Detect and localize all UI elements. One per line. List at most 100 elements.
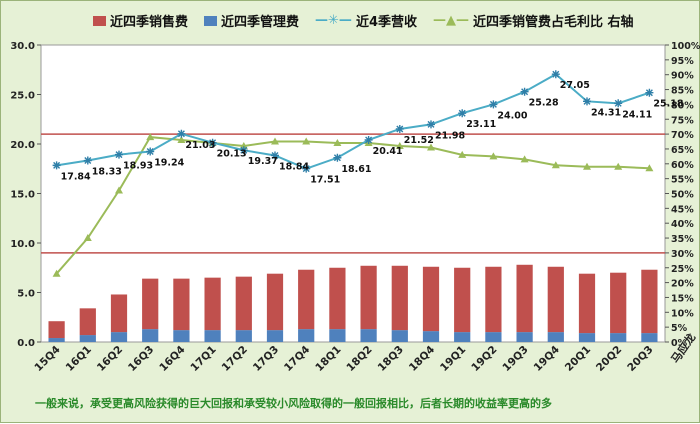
bar-admin-expense [641, 333, 658, 342]
bar-sales-expense [610, 272, 627, 334]
point-revenue [208, 138, 217, 147]
y-left-tick-label: 0.0 [17, 338, 35, 349]
data-label-revenue: 18.93 [123, 161, 153, 172]
y-right-tick-label: 5% [671, 323, 688, 334]
point-expense-ratio [333, 139, 342, 147]
point-revenue [489, 100, 498, 109]
x-tick-label: 16Q2 [95, 344, 125, 374]
x-tick-label: 17Q4 [282, 344, 312, 374]
bar-admin-expense [578, 333, 596, 342]
point-expense-ratio [271, 137, 279, 145]
point-expense-ratio [427, 143, 435, 151]
data-label-revenue: 24.00 [497, 110, 527, 121]
y-right-tick-label: 60% [671, 160, 694, 171]
legend-item-expense-ratio: —▲— 近四季销管费占毛利比 右轴 [433, 11, 634, 30]
x-tick-label: 19Q4 [532, 344, 562, 374]
point-revenue [302, 164, 311, 173]
y-left-tick-label: 15.0 [10, 190, 35, 201]
data-label-revenue: 21.03 [185, 140, 215, 151]
x-tick-label: 18Q2 [344, 344, 374, 374]
point-expense-ratio [395, 141, 404, 149]
point-expense-ratio [489, 152, 498, 160]
bar-sales-expense [391, 265, 408, 331]
point-expense-ratio [583, 162, 591, 170]
point-revenue [177, 129, 186, 138]
y-right-tick-label: 45% [671, 204, 694, 215]
x-tick-label: 16Q3 [126, 344, 156, 374]
data-label-revenue: 25.18 [653, 99, 683, 110]
bar-sales-expense [578, 273, 596, 334]
y-right-tick-label: 65% [671, 145, 694, 156]
x-tick-label: 17Q2 [220, 344, 250, 374]
point-revenue [520, 87, 529, 96]
bar-sales-expense [235, 276, 252, 331]
data-label-revenue: 17.84 [61, 171, 91, 182]
bar-sales-expense [547, 266, 564, 333]
data-label-revenue: 21.98 [435, 130, 465, 141]
point-revenue [83, 156, 92, 165]
y-right-tick-label: 25% [671, 264, 694, 275]
point-revenue [427, 120, 435, 129]
data-label-revenue: 24.11 [622, 109, 652, 120]
data-label-revenue: 21.52 [404, 135, 434, 146]
y-left-tick-label: 5.0 [17, 289, 35, 300]
point-revenue [364, 135, 373, 144]
point-revenue [271, 151, 279, 160]
x-tick-label: 18Q4 [407, 344, 437, 374]
y-right-tick-label: 35% [671, 234, 694, 245]
y-right-tick-label: 30% [671, 249, 694, 260]
point-revenue [583, 97, 591, 106]
bar-admin-expense [48, 338, 65, 342]
point-revenue [458, 109, 467, 118]
bar-admin-expense [110, 332, 128, 342]
bar-admin-expense [360, 329, 377, 342]
bar-sales-expense [360, 265, 377, 330]
point-expense-ratio [302, 137, 311, 145]
bar-sales-expense [329, 267, 346, 330]
bar-admin-expense [547, 332, 564, 342]
point-revenue [239, 146, 248, 155]
bar-admin-expense [329, 329, 346, 342]
data-label-revenue: 19.37 [248, 156, 278, 167]
bar-sales-expense [516, 264, 533, 333]
x-tick-label: 19Q2 [469, 344, 499, 374]
point-expense-ratio [458, 150, 467, 158]
data-label-revenue: 19.24 [154, 158, 184, 169]
point-expense-ratio [520, 155, 529, 163]
point-revenue [395, 124, 404, 133]
x-tick-label: 16Q4 [157, 344, 187, 374]
y-right-tick-label: 75% [671, 115, 694, 126]
legend-swatch-sales [93, 15, 106, 26]
y-left-tick-label: 25.0 [10, 91, 35, 102]
data-label-revenue: 25.28 [529, 98, 559, 109]
bar-admin-expense [266, 330, 284, 342]
line-expense-ratio [55, 136, 650, 275]
point-expense-ratio [551, 161, 560, 169]
bar-admin-expense [235, 330, 252, 342]
point-expense-ratio [645, 164, 654, 172]
x-tick-label: 18Q3 [376, 344, 406, 374]
point-revenue [52, 161, 61, 170]
data-label-revenue: 18.84 [279, 161, 309, 172]
x-tick-label: 19Q3 [500, 344, 530, 374]
y-right-tick-label: 85% [671, 86, 694, 97]
y-left-tick-label: 30.0 [10, 41, 35, 52]
bar-sales-expense [142, 278, 159, 330]
bar-admin-expense [610, 333, 627, 342]
bar-admin-expense [516, 332, 533, 342]
bar-admin-expense [391, 330, 408, 342]
data-label-revenue: 27.05 [560, 80, 590, 91]
x-tick-label: 18Q1 [313, 344, 343, 374]
x-tick-label: 20Q2 [594, 344, 624, 374]
point-expense-ratio [177, 136, 186, 144]
data-label-revenue: 18.33 [92, 167, 122, 178]
y-right-tick-label: 55% [671, 175, 694, 186]
y-right-tick-label: 80% [671, 100, 694, 111]
point-expense-ratio [614, 162, 623, 170]
bar-sales-expense [266, 273, 284, 331]
bar-sales-expense [454, 267, 471, 333]
bar-admin-expense [204, 330, 221, 342]
y-right-tick-label: 100% [671, 41, 700, 52]
bar-admin-expense [173, 330, 190, 342]
